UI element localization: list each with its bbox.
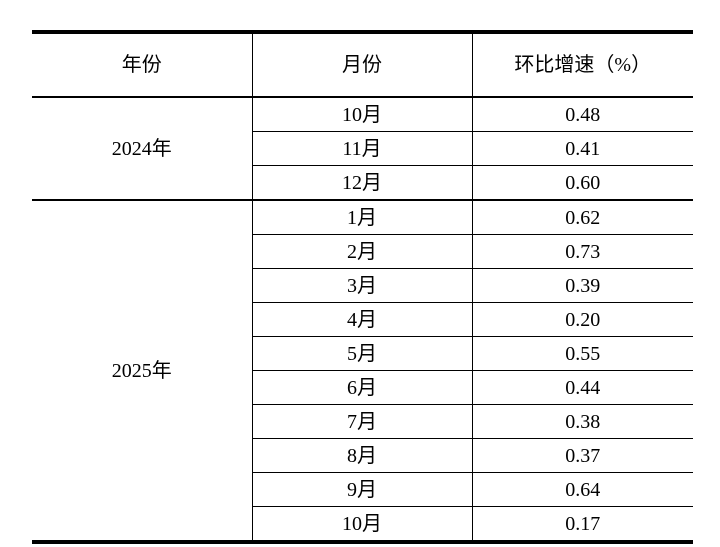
- value-cell: 0.39: [472, 268, 693, 303]
- month-cell: 2月: [252, 234, 473, 269]
- month-cell: 5月: [252, 336, 473, 371]
- table-row: 10月 0.17: [32, 506, 693, 542]
- value-cell: 0.60: [472, 165, 693, 201]
- value-cell: 0.62: [472, 200, 693, 235]
- month-cell: 8月: [252, 438, 473, 473]
- mom-growth-table: 年份 月份 环比增速（%） 2024年 10月 0.48 11月 0.41 12…: [32, 30, 693, 544]
- value-cell: 0.38: [472, 404, 693, 439]
- month-cell: 10月: [252, 506, 473, 542]
- table-row: 9月 0.64: [32, 472, 693, 507]
- table-row: 11月 0.41: [32, 131, 693, 166]
- value-cell: 0.20: [472, 302, 693, 337]
- value-cell: 0.41: [472, 131, 693, 166]
- value-cell: 0.48: [472, 97, 693, 132]
- col-header-growth: 环比增速（%）: [472, 32, 693, 98]
- value-cell: 0.37: [472, 438, 693, 473]
- table-row: 3月 0.39: [32, 268, 693, 303]
- month-cell: 11月: [252, 131, 473, 166]
- month-cell: 4月: [252, 302, 473, 337]
- year-cell-2024: 2024年: [32, 97, 253, 201]
- table-row: 7月 0.38: [32, 404, 693, 439]
- table-row: 2025年 1月 0.62: [32, 200, 693, 543]
- month-cell: 1月: [252, 200, 473, 235]
- month-cell: 12月: [252, 165, 473, 201]
- table-row: 2024年 10月 0.48: [32, 97, 693, 201]
- table-row: 6月 0.44: [32, 370, 693, 405]
- month-cell: 3月: [252, 268, 473, 303]
- table-row: 12月 0.60: [32, 165, 693, 201]
- table-row: 5月 0.55: [32, 336, 693, 371]
- col-header-year: 年份: [32, 32, 253, 98]
- table-row: 4月 0.20: [32, 302, 693, 337]
- col-header-month: 月份: [252, 32, 473, 98]
- month-cell: 9月: [252, 472, 473, 507]
- month-cell: 7月: [252, 404, 473, 439]
- year-cell-2025: 2025年: [32, 200, 253, 543]
- header-row: 年份 月份 环比增速（%）: [32, 32, 693, 98]
- month-cell: 6月: [252, 370, 473, 405]
- table-row: 8月 0.37: [32, 438, 693, 473]
- value-cell: 0.44: [472, 370, 693, 405]
- growth-table-container: 年份 月份 环比增速（%） 2024年 10月 0.48 11月 0.41 12…: [32, 30, 693, 544]
- month-cell: 10月: [252, 97, 473, 132]
- value-cell: 0.17: [565, 512, 601, 535]
- value-cell: 0.64: [472, 472, 693, 507]
- value-cell: 0.55: [472, 336, 693, 371]
- table-row: 2月 0.73: [32, 234, 693, 269]
- value-cell: 0.73: [472, 234, 693, 269]
